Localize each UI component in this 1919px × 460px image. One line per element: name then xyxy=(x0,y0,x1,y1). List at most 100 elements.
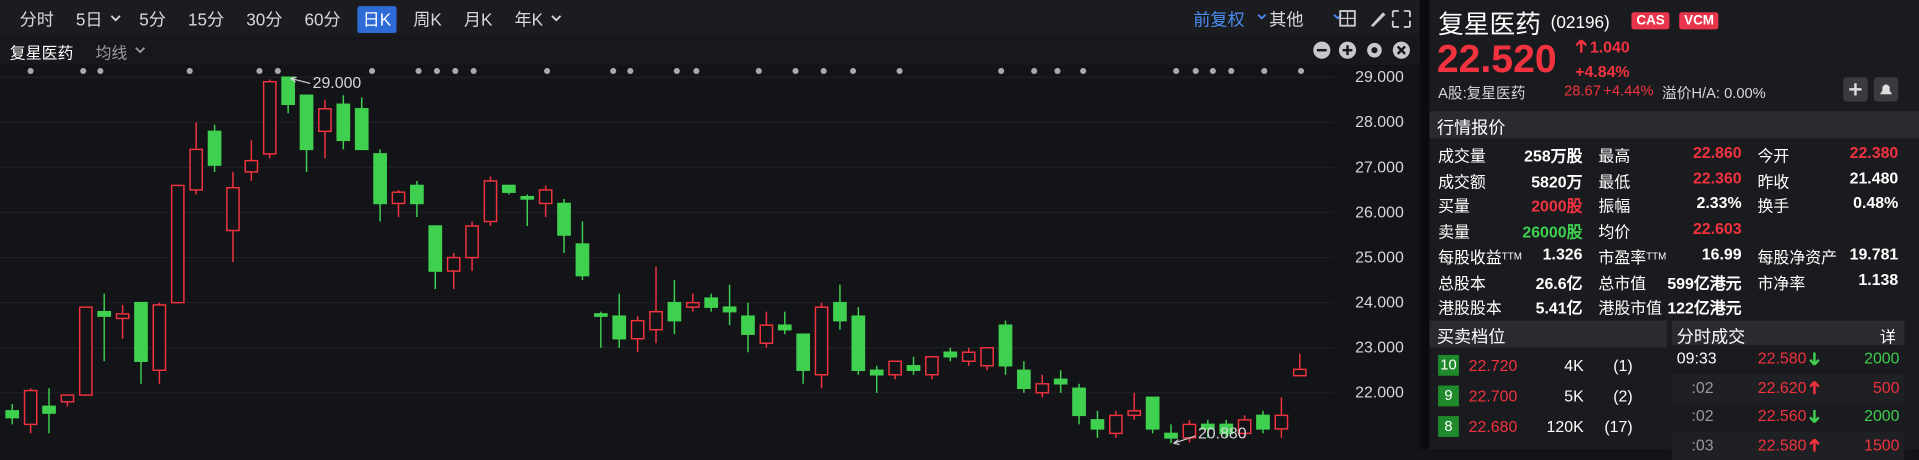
period-tab[interactable]: 15分 xyxy=(187,9,225,30)
section-title: 分时成交 xyxy=(1676,326,1746,347)
event-marker xyxy=(849,67,857,75)
trade-volume: 500 xyxy=(1872,377,1900,396)
candle-body xyxy=(1200,423,1215,430)
divider xyxy=(1419,0,1430,450)
candle-body xyxy=(1182,423,1197,439)
period-tab[interactable]: 周K xyxy=(413,9,442,30)
bid-price: 22.680 xyxy=(1468,417,1518,436)
period-tab[interactable]: 日K xyxy=(357,6,397,34)
adjust-dropdown[interactable]: 前复权 xyxy=(1193,9,1245,30)
candle-body xyxy=(1072,387,1086,417)
candle-body xyxy=(1090,419,1105,430)
period-tab[interactable]: 5日 xyxy=(75,9,103,30)
quote-label: 买量 xyxy=(1438,197,1470,216)
bid-size: 5K xyxy=(1564,386,1584,406)
y-tick-label: 23.000 xyxy=(1355,340,1404,357)
a-share-pct: +4.44% xyxy=(1603,82,1654,100)
section-title: 买卖档位 xyxy=(1436,326,1506,347)
y-tick-label: 25.000 xyxy=(1355,249,1404,266)
candle-body xyxy=(281,76,295,106)
candle-body xyxy=(226,186,240,232)
candle-body xyxy=(391,191,406,205)
event-marker xyxy=(1192,67,1199,75)
candle-body xyxy=(538,189,553,205)
y-tick-label: 27.000 xyxy=(1355,159,1404,176)
event-marker xyxy=(693,67,700,75)
candle-body xyxy=(796,333,811,372)
dropdown-caret xyxy=(135,47,146,54)
bid-size: 4K xyxy=(1564,356,1584,375)
badge: VCM xyxy=(1679,12,1719,30)
fundamental-value: 26.6亿 xyxy=(1535,273,1583,292)
period-tab[interactable]: 年K xyxy=(514,9,544,30)
other-dropdown[interactable]: 其他 xyxy=(1269,9,1304,30)
quote-value: 22.860 xyxy=(1692,143,1742,162)
candle-body xyxy=(446,256,461,272)
quote-value: 2.33% xyxy=(1696,193,1742,212)
trade-direction xyxy=(1809,410,1820,424)
event-marker xyxy=(998,67,1005,75)
period-tab[interactable]: 30分 xyxy=(246,9,283,30)
period-tab[interactable]: 60分 xyxy=(304,9,341,30)
candle-body xyxy=(134,301,148,362)
trade-direction xyxy=(1809,437,1820,452)
candle-body xyxy=(612,315,627,340)
dropdown-caret xyxy=(550,15,561,22)
candle-body xyxy=(1145,396,1160,430)
quote-label: 最低 xyxy=(1598,171,1631,191)
period-tab[interactable]: 月K xyxy=(463,9,493,30)
quote-panel: 复星医药 (02196) CAS VCM 22.520 1.040 +4.84%… xyxy=(1429,0,1919,460)
price-change: 1.040 xyxy=(1589,37,1630,57)
candle-body xyxy=(373,153,387,205)
quote-buttons[interactable] xyxy=(1843,77,1904,102)
candle-body xyxy=(685,301,700,308)
event-marker xyxy=(627,67,634,75)
candle-body xyxy=(1237,419,1252,435)
candle-body xyxy=(777,324,792,331)
candle-body xyxy=(465,225,479,259)
event-marker xyxy=(896,67,903,75)
candle-body xyxy=(667,301,682,322)
event-marker xyxy=(274,67,281,75)
candle-body xyxy=(1108,414,1123,435)
candle-body xyxy=(888,360,902,376)
y-tick-label: 28.000 xyxy=(1355,114,1404,131)
candle-body xyxy=(483,180,498,223)
candle-body xyxy=(60,394,75,403)
section-header: 行情报价 xyxy=(1429,111,1919,139)
candle-body xyxy=(1053,378,1068,385)
event-marker xyxy=(820,67,827,75)
y-tick-label: 22.000 xyxy=(1355,385,1404,402)
candle-body xyxy=(851,315,866,372)
indicator-dropdown[interactable]: 均线 xyxy=(95,44,128,63)
premium: 溢价H/A: 0.00% xyxy=(1662,84,1766,102)
trade-row xyxy=(1671,373,1905,403)
fundamental-label: 市净率 xyxy=(1757,273,1806,292)
quote-value: 26000股 xyxy=(1522,222,1583,241)
up-arrow xyxy=(1575,39,1588,53)
candle-body xyxy=(1292,368,1307,377)
candle-body xyxy=(1219,423,1234,435)
candle-body xyxy=(943,351,958,358)
candle-body xyxy=(906,365,921,372)
candle-body xyxy=(1274,414,1289,430)
fundamental-value: 1.138 xyxy=(1858,269,1899,289)
candle-body xyxy=(1035,383,1050,394)
badge: CAS xyxy=(1631,12,1670,30)
candle-body xyxy=(354,108,369,151)
chart-controls[interactable] xyxy=(1312,40,1415,60)
bid-level: 10 xyxy=(1438,354,1459,376)
bid-price: 22.700 xyxy=(1468,386,1518,406)
candle-body xyxy=(649,310,663,331)
event-marker xyxy=(470,67,477,75)
event-marker xyxy=(27,67,34,75)
stock-code: (02196) xyxy=(1550,12,1610,32)
toolbar-icons[interactable] xyxy=(1175,0,1420,35)
period-tab[interactable]: 分时 xyxy=(19,9,54,30)
trade-volume: 2000 xyxy=(1864,406,1900,425)
stock-name: 复星医药 xyxy=(1438,11,1541,40)
period-tab[interactable]: 5分 xyxy=(139,9,166,30)
detail-button[interactable]: 详 xyxy=(1879,328,1896,347)
bid-size: 120K xyxy=(1546,417,1584,436)
trade-price: 22.620 xyxy=(1757,377,1807,396)
